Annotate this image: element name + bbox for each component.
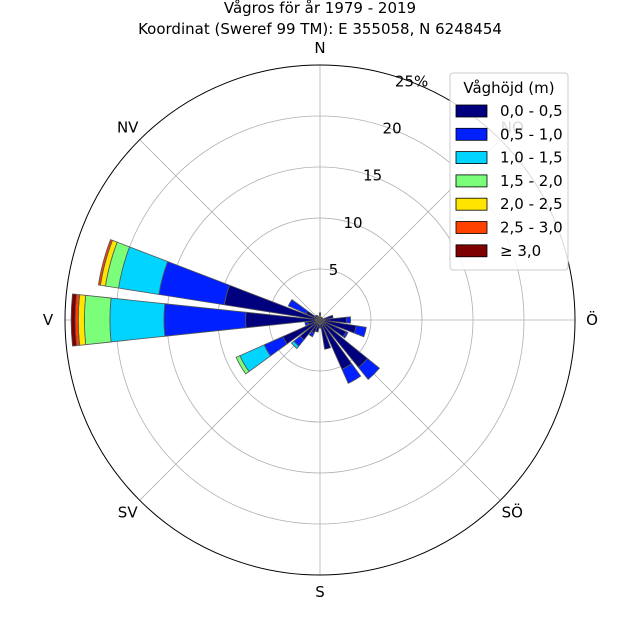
rose-bar-segment (304, 321, 310, 326)
grid-spoke (139, 139, 321, 321)
legend: Våghöjd (m) 0,0 - 0,5 0,5 - 1,0 1,0 - 1,5 1… (449, 72, 569, 271)
legend-label: 0,0 - 0,5 (500, 102, 563, 120)
legend-label: 2,5 - 3,0 (500, 219, 563, 237)
legend-label: ≥ 3,0 (500, 242, 541, 260)
rose-bar-segment (287, 299, 309, 315)
rose-bar-segment (163, 303, 247, 337)
rose-bar-segment (77, 294, 87, 346)
rose-bar-segment (109, 297, 166, 343)
rose-bar-segment (342, 331, 349, 339)
radial-tick-label: 10 (343, 214, 362, 232)
direction-label: SÖ (502, 502, 523, 521)
rose-bar-segment (308, 330, 315, 338)
chart-subtitle: Koordinat (Sweref 99 TM): E 355058, N 62… (138, 20, 502, 38)
legend-swatch (455, 127, 488, 141)
legend-label: 1,5 - 2,0 (500, 172, 563, 190)
legend-items: 0,0 - 0,5 0,5 - 1,0 1,0 - 1,5 1,5 - 2,0 2,0 … (455, 102, 563, 260)
direction-label: Ö (586, 310, 598, 329)
polar-frame (64, 64, 576, 576)
rose-bar-segment (158, 260, 231, 306)
direction-label: N (314, 39, 325, 57)
radial-tick-label: 15 (363, 167, 382, 185)
legend-swatch (455, 244, 488, 258)
rose-bar-segment (290, 340, 300, 350)
rose-bar-segment (341, 363, 362, 384)
direction-label: S (315, 583, 325, 601)
radial-tick-label: 5 (329, 261, 339, 279)
legend-swatch (455, 151, 488, 165)
rose-bar-segment (318, 316, 321, 321)
chart-title: Vågros för år 1979 - 2019 (224, 0, 416, 17)
radial-tick-labels: 5 10 15 20 25% (329, 72, 429, 279)
rose-bar-segment (353, 325, 367, 338)
legend-title: Våghöjd (m) (463, 79, 554, 97)
radial-tick-label: 25% (395, 72, 428, 90)
rose-bar-segment (319, 319, 332, 350)
legend-label: 0,5 - 1,0 (500, 125, 563, 143)
rose-bars (70, 239, 381, 384)
legend-swatch (455, 221, 488, 234)
legend-swatch (455, 174, 488, 188)
rose-bar-segment (235, 355, 250, 375)
radial-tick-label: 20 (383, 120, 402, 138)
rose-bar-segment (97, 239, 113, 286)
direction-label: SV (118, 503, 139, 521)
rose-bar-segment (345, 316, 351, 324)
legend-label: 1,0 - 1,5 (500, 149, 563, 167)
legend-swatch (455, 104, 488, 118)
rose-bar-segment (83, 294, 112, 346)
direction-label: V (43, 311, 54, 329)
direction-label: NV (117, 119, 139, 137)
rose-bar-segment (70, 293, 77, 347)
rose-bar-segment (357, 357, 381, 381)
grid-spoke (139, 319, 321, 501)
legend-label: 2,0 - 2,5 (500, 195, 563, 213)
legend-swatch (455, 197, 488, 211)
legend-box (449, 72, 569, 271)
rose-bar-segment (318, 312, 322, 315)
